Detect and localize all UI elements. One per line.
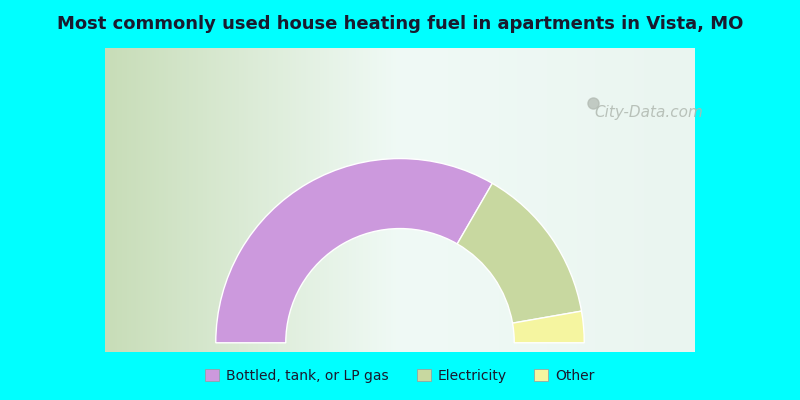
Text: City-Data.com: City-Data.com [594, 105, 703, 120]
Wedge shape [458, 183, 582, 323]
Wedge shape [513, 311, 584, 343]
Legend: Bottled, tank, or LP gas, Electricity, Other: Bottled, tank, or LP gas, Electricity, O… [206, 369, 594, 383]
Wedge shape [216, 158, 492, 343]
Text: Most commonly used house heating fuel in apartments in Vista, MO: Most commonly used house heating fuel in… [57, 15, 743, 33]
